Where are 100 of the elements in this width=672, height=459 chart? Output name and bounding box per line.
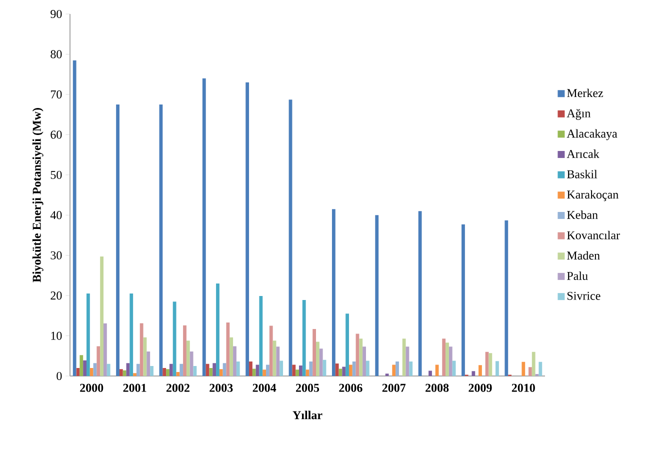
bar: [233, 346, 236, 376]
bar: [276, 346, 280, 376]
bar: [90, 368, 94, 376]
legend-label: Maden: [567, 251, 600, 260]
bar: [528, 367, 532, 376]
bar: [375, 215, 379, 376]
bar: [362, 346, 366, 376]
bar: [162, 368, 166, 376]
bar: [352, 362, 356, 376]
bar: [216, 283, 220, 376]
bar: [299, 366, 302, 376]
bar: [359, 338, 363, 376]
bar: [249, 362, 252, 376]
bar: [103, 323, 107, 376]
y-tick-label: 20: [50, 292, 62, 300]
bar: [80, 355, 84, 376]
bar: [180, 364, 184, 376]
bar: [106, 364, 110, 376]
bar: [219, 369, 223, 376]
y-axis-title: Biyokütle Enerji Potansiyeli (Mw): [32, 108, 44, 282]
bar: [488, 353, 492, 376]
legend-label: Merkez: [567, 88, 604, 98]
bar: [209, 368, 213, 376]
legend-label: Alacakaya: [566, 129, 618, 140]
bar: [409, 362, 413, 376]
x-tick-label: 2009: [468, 384, 492, 392]
y-tick-label: 0: [56, 372, 62, 380]
bar: [309, 362, 313, 376]
bar: [122, 370, 126, 376]
bar: [302, 300, 306, 376]
bar: [133, 373, 136, 376]
bar: [342, 366, 346, 376]
bar: [396, 362, 399, 376]
bar: [136, 364, 140, 376]
bar: [172, 302, 176, 376]
bar: [256, 364, 260, 376]
x-tick-label: 2005: [296, 384, 320, 392]
bar: [186, 340, 190, 376]
y-tick-label: 10: [51, 332, 62, 340]
bar: [472, 371, 476, 376]
bar: [212, 363, 216, 376]
legend-label: Palu: [567, 272, 588, 280]
bar: [462, 224, 465, 376]
x-tick-label: 2006: [339, 384, 362, 392]
bar: [252, 368, 256, 376]
bar: [150, 366, 154, 376]
x-tick-label: 2001: [123, 384, 146, 392]
legend-label: Karakoçan: [567, 190, 618, 202]
bar: [532, 352, 536, 376]
legend-label: Baskil: [567, 170, 598, 178]
legend-label: Keban: [567, 210, 598, 219]
bar: [478, 365, 482, 376]
bar: [296, 370, 300, 376]
legend-label: Ağın: [566, 109, 591, 120]
bar: [83, 360, 86, 376]
bar: [332, 209, 336, 376]
bar: [538, 362, 542, 376]
bar: [348, 364, 352, 376]
bar: [226, 322, 230, 376]
bar: [346, 314, 349, 376]
x-tick-label: 2000: [80, 384, 104, 392]
bar: [246, 82, 250, 376]
bar: [266, 364, 270, 376]
bar: [522, 362, 526, 376]
y-tick-label: 50: [50, 170, 62, 179]
legend-label: Sivrice: [568, 292, 600, 300]
bar: [335, 364, 339, 376]
x-tick-label: 2003: [210, 384, 233, 392]
bar: [312, 328, 316, 376]
bar: [496, 361, 499, 376]
bar: [166, 369, 170, 376]
bar: [402, 338, 406, 376]
bar: [280, 360, 284, 376]
bar: [262, 370, 266, 376]
bar: [446, 342, 449, 376]
x-tick-label: 2008: [426, 384, 449, 392]
y-tick-label: 30: [50, 251, 62, 260]
bar: [392, 364, 396, 376]
legend-label: Arıcak: [566, 150, 600, 158]
bar: [96, 346, 100, 376]
bar: [190, 351, 194, 376]
y-tick-label: 90: [50, 10, 62, 18]
bar: [169, 364, 173, 376]
x-axis-title: Yıllar: [292, 410, 322, 420]
bar: [316, 342, 320, 376]
bar: [72, 60, 76, 376]
legend-label: Kovancılar: [567, 230, 620, 240]
bar: [428, 370, 432, 376]
y-tick-label: 70: [50, 90, 62, 98]
bar: [269, 326, 273, 376]
x-tick-label: 2002: [166, 384, 190, 392]
bar: [119, 369, 123, 376]
bar: [100, 256, 104, 376]
bar: [442, 338, 446, 376]
y-tick-label: 60: [50, 130, 62, 139]
x-tick-label: 2010: [512, 384, 535, 392]
bar: [292, 364, 296, 376]
bar: [116, 104, 120, 376]
x-tick-label: 2007: [382, 384, 406, 392]
bar: [236, 362, 240, 376]
